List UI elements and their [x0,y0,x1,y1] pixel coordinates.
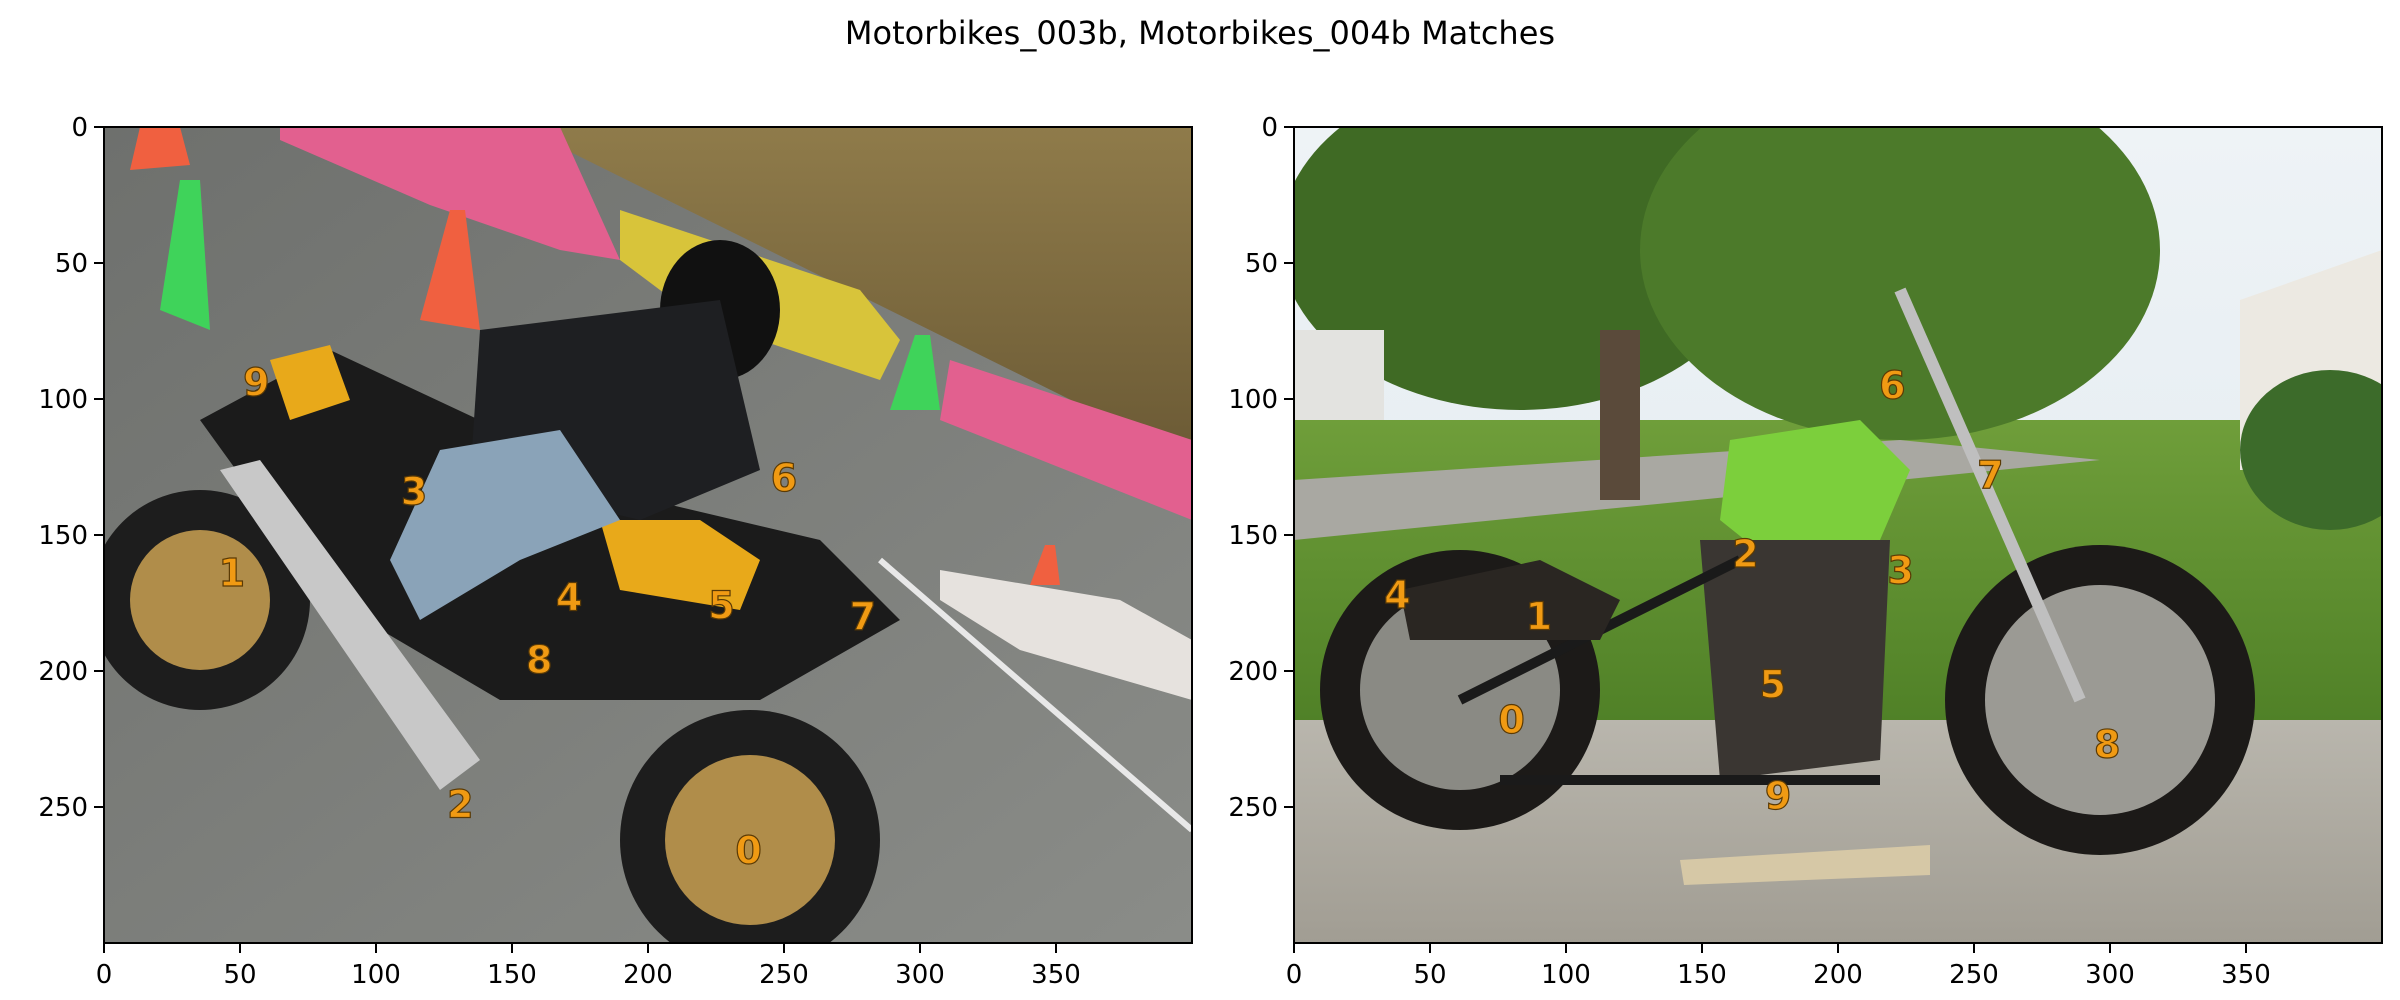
right-match-labels: 0 1 2 3 4 5 6 7 8 9 [1384,363,2122,819]
figure-title: Motorbikes_003b, Motorbikes_004b Matches [844,14,1556,52]
x-tick-label: 0 [1286,960,1303,990]
y-tick-label: 250 [38,793,88,823]
x-tick-label: 100 [1541,960,1591,990]
x-tick-label: 0 [96,960,113,990]
y-tick-label: 100 [38,385,88,415]
x-tick-label: 250 [1949,960,1999,990]
x-tick-label: 350 [1031,960,1081,990]
motorbikes-003b-photo [104,127,1192,943]
y-tick-label: 200 [38,657,88,687]
y-tick-label: 50 [55,249,88,279]
y-tick-label: 200 [1228,657,1278,687]
x-tick-label: 300 [2085,960,2135,990]
match-point-label: 5 [708,584,734,628]
match-point-label: 2 [1732,532,1758,576]
x-tick-label: 250 [759,960,809,990]
x-tick-label: 50 [1413,960,1446,990]
match-point-label: 3 [1887,548,1913,592]
x-tick-label: 100 [351,960,401,990]
match-point-label: 5 [1759,663,1785,707]
match-point-label: 9 [243,361,269,405]
y-tick-label: 100 [1228,385,1278,415]
match-point-label: 6 [1879,363,1905,407]
match-point-label: 2 [447,782,473,826]
y-tick-label: 0 [1261,113,1278,143]
y-tick-label: 150 [1228,521,1278,551]
match-point-label: 0 [735,829,761,873]
match-point-label: 6 [771,456,797,500]
x-tick-label: 350 [2221,960,2271,990]
y-tick-label: 50 [1245,249,1278,279]
match-point-label: 4 [556,576,582,620]
y-tick-label: 250 [1228,793,1278,823]
x-tick-label: 200 [1813,960,1863,990]
x-tick-label: 150 [487,960,537,990]
motorbikes-004b-photo [1294,127,2382,943]
match-point-label: 7 [1977,453,2003,497]
y-tick-label: 150 [38,521,88,551]
match-point-label: 1 [219,551,245,595]
match-point-label: 1 [1526,595,1552,639]
match-point-label: 8 [526,638,552,682]
match-point-label: 0 [1498,698,1524,742]
match-point-label: 3 [401,469,427,513]
x-tick-label: 200 [623,960,673,990]
match-point-label: 8 [2094,722,2120,766]
x-tick-label: 50 [223,960,256,990]
x-tick-label: 150 [1677,960,1727,990]
y-tick-label: 0 [71,113,88,143]
match-point-label: 4 [1384,573,1410,617]
x-tick-label: 300 [895,960,945,990]
match-point-label: 7 [850,595,876,639]
left-match-labels: 0 1 2 3 4 5 6 7 8 9 [218,360,877,873]
match-point-label: 9 [1765,774,1791,818]
